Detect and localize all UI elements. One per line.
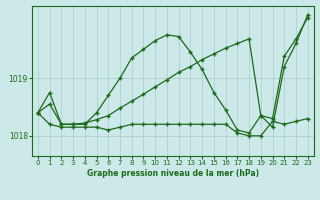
X-axis label: Graphe pression niveau de la mer (hPa): Graphe pression niveau de la mer (hPa) [87,169,259,178]
